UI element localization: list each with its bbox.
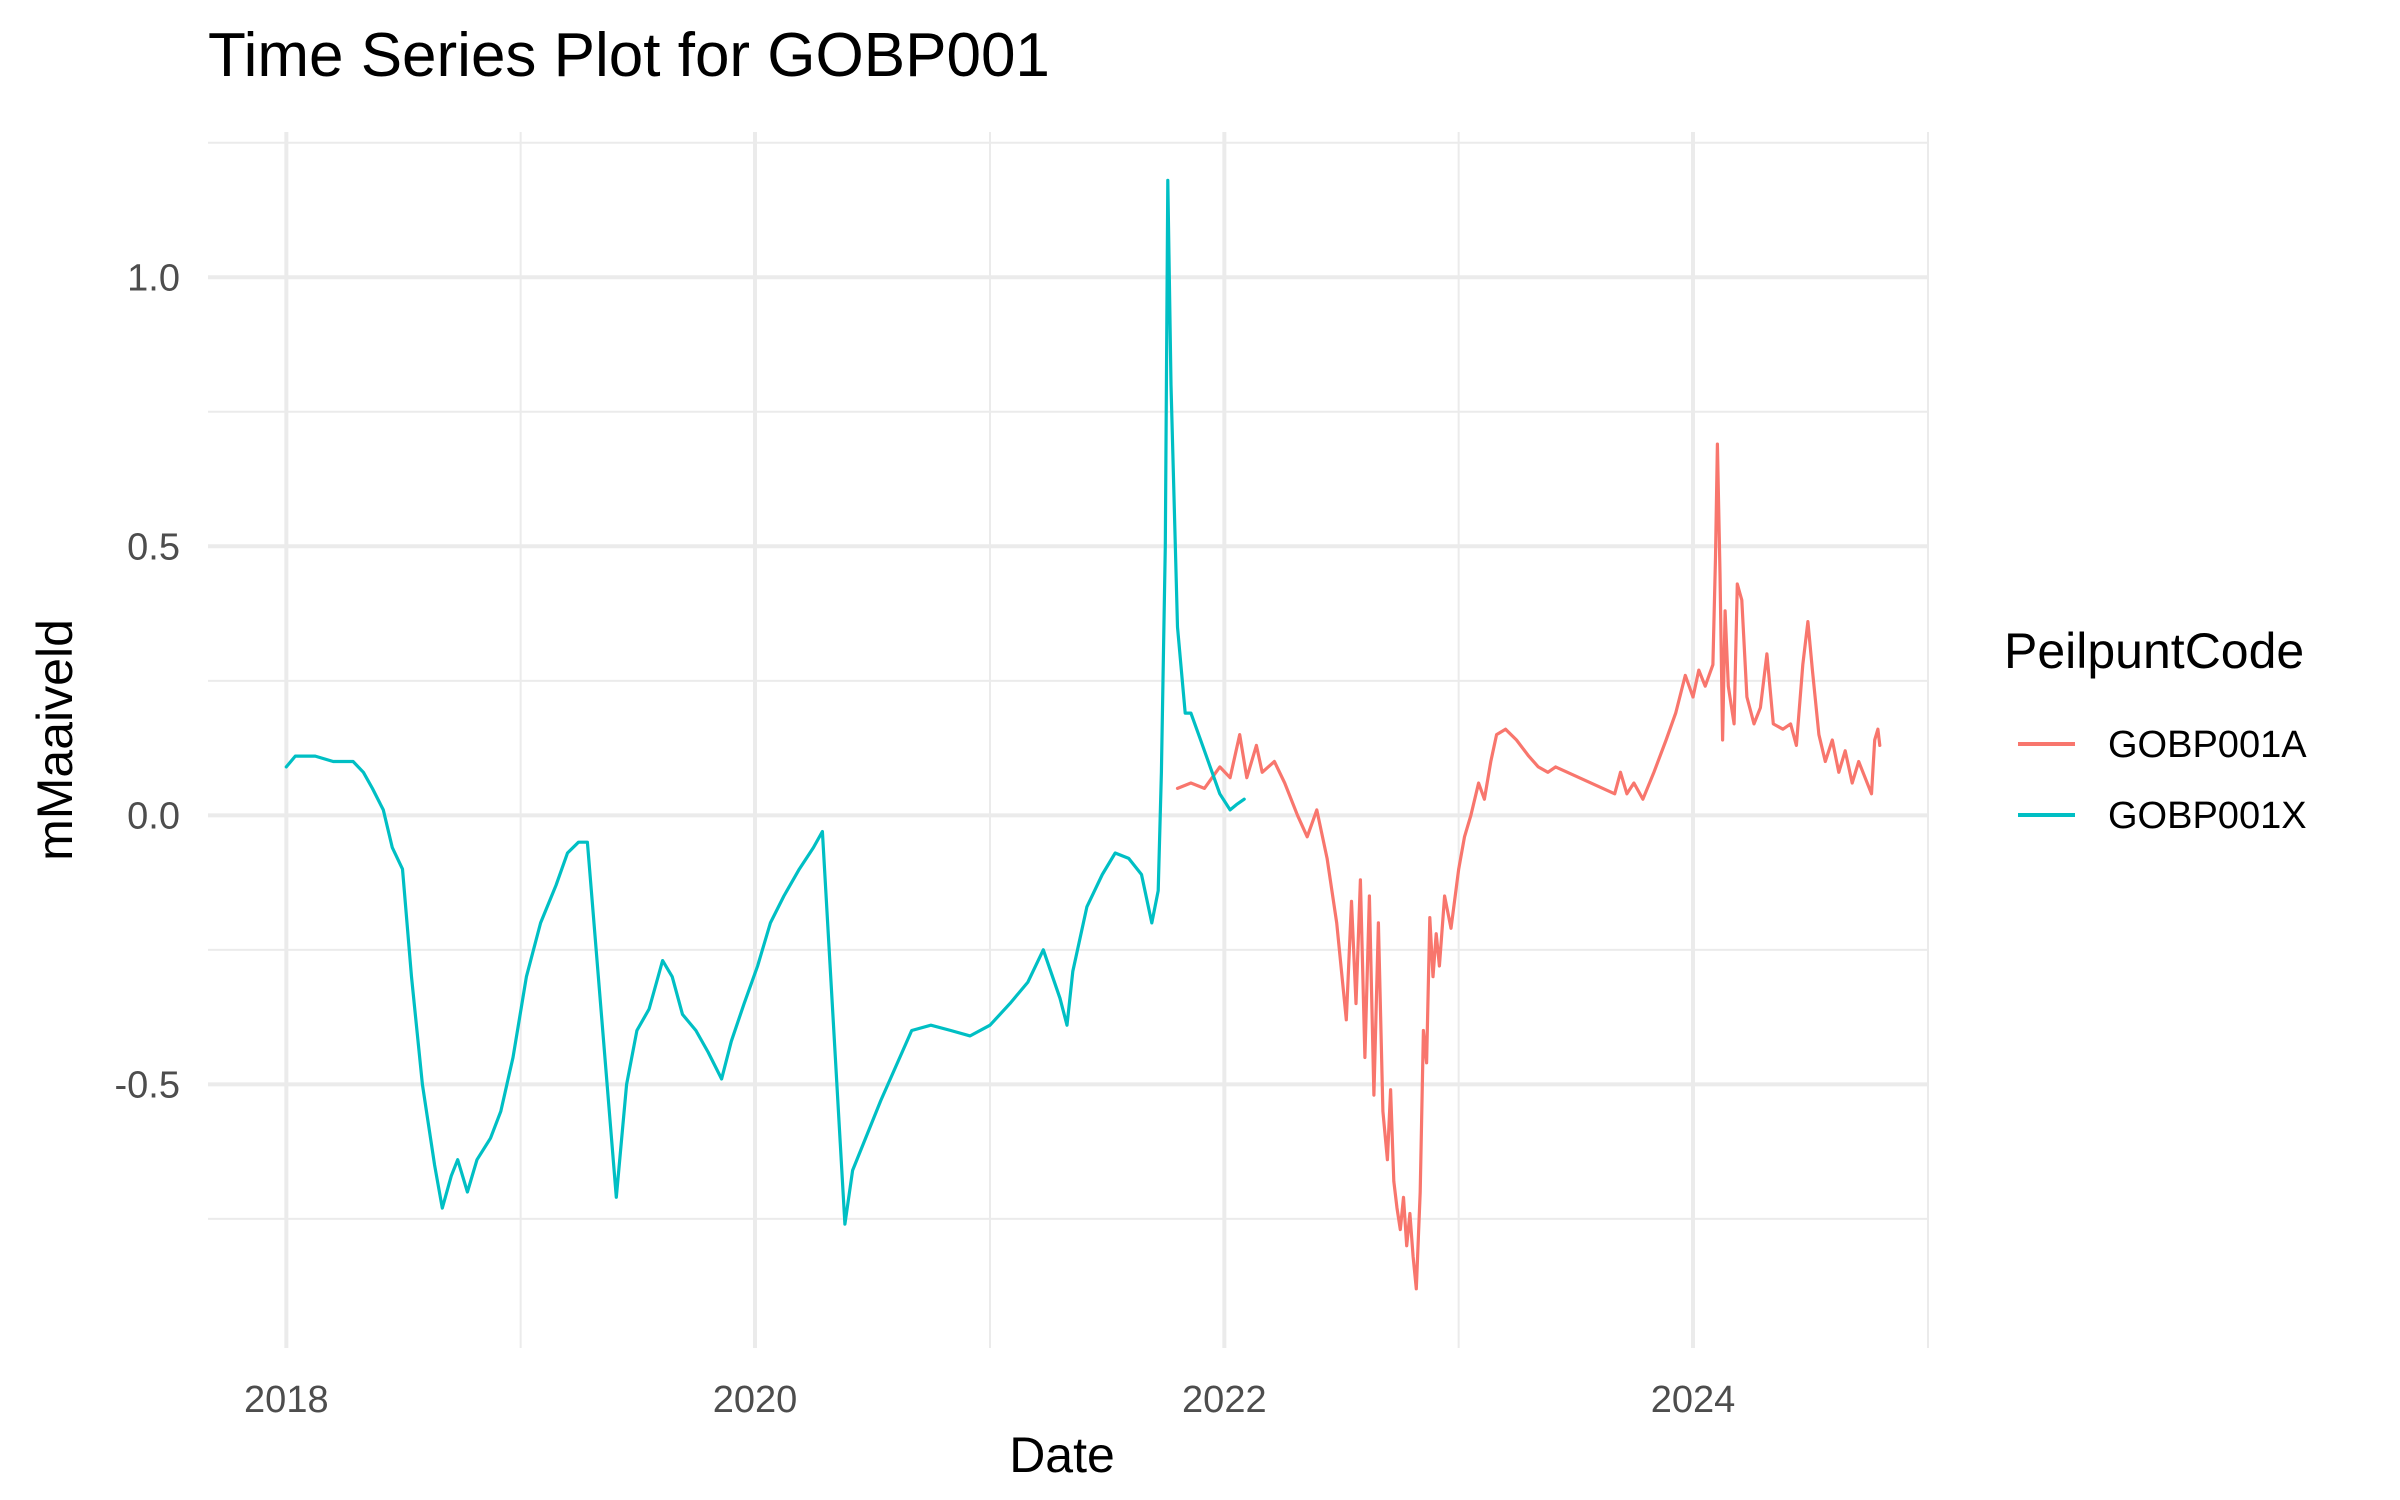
- y-tick-label: 1.0: [127, 257, 180, 299]
- x-tick-label: 2022: [1182, 1379, 1267, 1421]
- data-series: [284, 178, 1882, 1291]
- y-axis-title: mMaaiveld: [27, 619, 83, 861]
- series-line-gobp001a: [1175, 442, 1882, 1291]
- legend-title: PeilpuntCode: [2004, 623, 2304, 679]
- y-tick-label: 0.5: [127, 526, 180, 568]
- y-tick-label: -0.5: [115, 1064, 180, 1106]
- x-axis-ticks: 2018 2020 2022 2024: [244, 1379, 1735, 1421]
- chart-title: Time Series Plot for GOBP001: [208, 21, 1050, 90]
- x-tick-label: 2020: [713, 1379, 798, 1421]
- legend-label-gobp001a: GOBP001A: [2108, 724, 2307, 766]
- series-line-gobp001x: [284, 178, 1246, 1226]
- y-axis-ticks: -0.5 0.0 0.5 1.0: [115, 257, 180, 1106]
- legend: PeilpuntCode GOBP001A GOBP001X: [2004, 623, 2307, 837]
- x-axis-title: Date: [1009, 1427, 1115, 1483]
- x-tick-label: 2024: [1651, 1379, 1736, 1421]
- grid-lines: [208, 132, 1929, 1348]
- x-tick-label: 2018: [244, 1379, 329, 1421]
- y-tick-label: 0.0: [127, 795, 180, 837]
- legend-label-gobp001x: GOBP001X: [2108, 795, 2307, 837]
